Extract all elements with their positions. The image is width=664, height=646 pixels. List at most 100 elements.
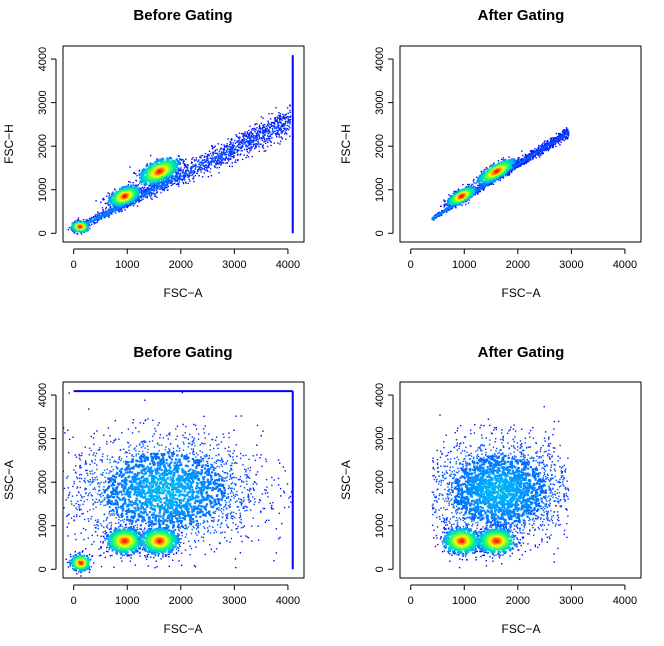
- panel-1-point: [234, 161, 236, 163]
- panel-1-point: [191, 172, 193, 174]
- panel-1-point: [133, 172, 135, 174]
- panel-1-point: [263, 137, 265, 139]
- panel-1-point: [215, 157, 217, 159]
- panel-1-point: [94, 221, 96, 224]
- panel-1-point: [88, 220, 90, 222]
- panel-1-point: [238, 139, 241, 141]
- panel-1-point: [207, 162, 209, 164]
- panel-1-point: [183, 164, 186, 167]
- panel-1-point: [189, 174, 191, 176]
- panel-1-point: [161, 188, 164, 191]
- panel-1-point: [186, 166, 189, 168]
- panel-1-point: [129, 166, 131, 168]
- panel-1-point: [262, 133, 264, 135]
- panel-1-point: [254, 135, 256, 137]
- panel-1-point: [137, 184, 140, 186]
- panel-2-point: [549, 145, 551, 147]
- panel-1-point: [161, 182, 163, 184]
- panel-1-point: [228, 165, 231, 167]
- panel-2-point: [527, 157, 529, 160]
- panel-1-point: [133, 171, 135, 174]
- panel-1-point: [138, 198, 140, 200]
- panel-2-point: [440, 205, 442, 208]
- panel-1-point: [249, 147, 251, 149]
- panel-1-point: [242, 137, 245, 139]
- panel-1-point: [249, 148, 251, 150]
- panel-1-point: [236, 154, 239, 156]
- panel-1-point: [260, 137, 263, 139]
- panel-1-point: [289, 116, 291, 118]
- panel-1-point: [255, 146, 257, 148]
- panel-1-point: [262, 144, 264, 146]
- panel-1-point: [105, 195, 108, 197]
- panel-1-point: [170, 178, 172, 180]
- panel-1-point: [127, 184, 130, 186]
- panel-1-point: [281, 124, 283, 126]
- panel-1-point: [140, 192, 142, 194]
- panel-2-point: [521, 158, 523, 160]
- panel-1-point: [78, 225, 82, 228]
- panel-2-point: [530, 158, 532, 161]
- panel-1-point: [261, 146, 264, 148]
- panel-1-point: [217, 153, 219, 156]
- panel-1-point: [278, 134, 280, 136]
- panel-1-point: [221, 154, 223, 156]
- panel-2-point: [522, 154, 524, 157]
- panel-1-point: [208, 161, 210, 163]
- panel-1-point: [160, 191, 162, 194]
- panel-1-point: [263, 124, 266, 126]
- panel-1-point: [248, 134, 250, 137]
- panel-1-point: [268, 113, 270, 115]
- panel-1-point: [141, 193, 143, 195]
- panel-1-point: [152, 186, 155, 189]
- panel-1-point: [147, 189, 150, 191]
- panel-1-point: [259, 127, 261, 129]
- panel-1-point: [110, 210, 113, 213]
- panel-1-point: [228, 152, 230, 155]
- panel-1-point: [100, 214, 103, 217]
- panel-1-point: [123, 207, 125, 209]
- panel-1-point: [176, 173, 178, 175]
- panel-1-point: [254, 143, 256, 145]
- panel-1-point: [276, 132, 278, 134]
- panel-1-point: [221, 161, 224, 164]
- panel-1-point: [225, 151, 227, 153]
- panel-1-point: [102, 211, 104, 213]
- panel-1-point: [218, 152, 221, 155]
- panel-1-point: [129, 181, 132, 184]
- panel-1-point: [229, 152, 232, 154]
- panel-2-point: [491, 182, 494, 184]
- panel-1-point: [188, 172, 191, 174]
- panel-1-point: [241, 133, 243, 135]
- panel-1-point: [104, 216, 106, 218]
- panel-1-point: [242, 144, 244, 146]
- panel-2-point: [553, 140, 555, 142]
- panel-1-point: [100, 218, 103, 220]
- panel-1-point: [125, 185, 128, 188]
- panel-2-point: [528, 160, 530, 162]
- panel-1-point: [211, 145, 213, 148]
- panel-1-point: [230, 151, 233, 154]
- panel-1-point: [235, 159, 237, 161]
- panel-1-point: [231, 165, 233, 168]
- panel-1-point: [98, 214, 100, 216]
- panel-1-point: [197, 160, 199, 163]
- panel-1-point: [76, 219, 78, 221]
- panel-1-point: [150, 186, 153, 189]
- panel-1-point: [80, 233, 83, 235]
- panel-1-point: [276, 118, 278, 120]
- panel-2-point: [508, 156, 510, 158]
- panel-1-point: [244, 142, 246, 144]
- panel-1-point: [163, 189, 165, 191]
- panel-1-point: [285, 132, 288, 134]
- panel-1-point: [178, 158, 181, 160]
- panel-2-point: [482, 189, 485, 191]
- panel-2-point: [566, 138, 569, 140]
- panel-1-point: [203, 159, 205, 161]
- panel-1-point: [74, 220, 77, 223]
- panel-1-point: [173, 182, 175, 185]
- panel-1-point: [238, 132, 241, 134]
- panel-1-point: [185, 158, 187, 160]
- panel-1-point: [251, 129, 253, 131]
- panel-1-point: [265, 131, 267, 134]
